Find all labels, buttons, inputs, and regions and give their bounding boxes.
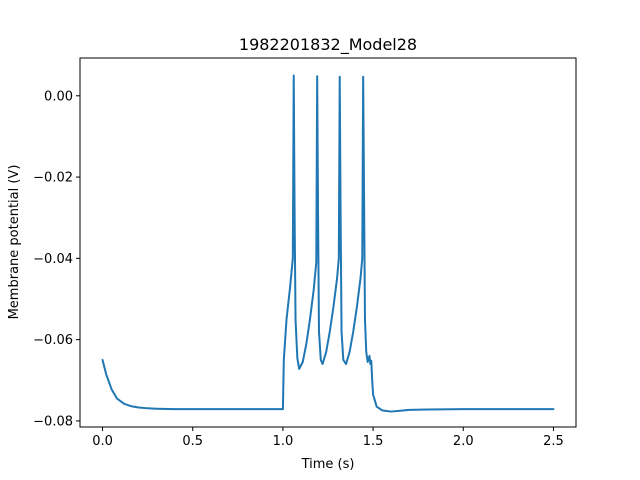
x-tick-label: 0.0 (92, 434, 113, 449)
y-tick-label: −0.04 (33, 252, 73, 267)
y-tick-label: 0.00 (44, 89, 73, 104)
x-tick-label: 2.5 (543, 434, 564, 449)
y-axis-label: Membrane potential (V) (7, 165, 22, 320)
y-tick-label: −0.08 (33, 414, 73, 429)
x-tick-label: 1.0 (273, 434, 294, 449)
x-axis: 0.0 0.5 1.0 1.5 2.0 2.5 (92, 427, 564, 449)
x-axis-label: Time (s) (301, 457, 355, 472)
plot-frame (79, 57, 577, 428)
plot-area (101, 74, 555, 413)
x-tick-label: 0.5 (182, 434, 203, 449)
chart-title: 1982201832_Model28 (239, 35, 417, 55)
x-tick-label: 1.5 (363, 434, 384, 449)
x-tick-label: 2.0 (453, 434, 474, 449)
y-tick-label: −0.06 (33, 333, 73, 348)
series-line-0 (101, 74, 555, 413)
y-axis: 0.00 −0.02 −0.04 −0.06 −0.08 (33, 89, 80, 429)
y-tick-label: −0.02 (33, 171, 73, 186)
